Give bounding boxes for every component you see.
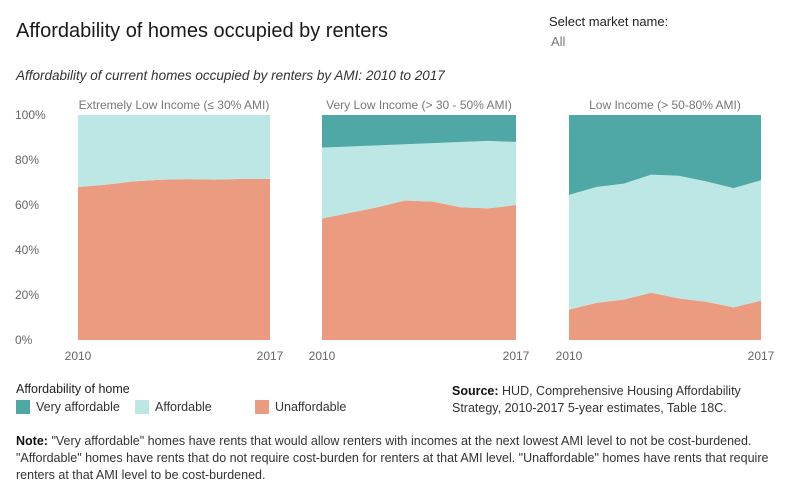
legend-label-affordable: Affordable <box>155 400 212 414</box>
y-tick-label: 20% <box>15 288 39 302</box>
source-body: HUD, Comprehensive Housing Affordability… <box>452 384 741 415</box>
source-label: Source: <box>452 384 499 398</box>
area-affordable <box>569 174 761 310</box>
area-affordable <box>322 140 516 219</box>
area-very-affordable <box>569 115 761 195</box>
note-body: "Very affordable" homes have rents that … <box>16 434 769 482</box>
legend-item-very-affordable[interactable]: Very affordable <box>16 400 120 414</box>
legend-label-very-affordable: Very affordable <box>36 400 120 414</box>
note-label: Note: <box>16 434 48 448</box>
area-unaffordable <box>78 178 270 340</box>
panel-title: Extremely Low Income (≤ 30% AMI) <box>79 98 270 112</box>
source-text: Source: HUD, Comprehensive Housing Affor… <box>452 383 782 417</box>
x-tick-label: 2010 <box>556 349 583 363</box>
legend-label-unaffordable: Unaffordable <box>275 400 347 414</box>
panel-title: Low Income (> 50-80% AMI) <box>589 98 741 112</box>
market-filter-dropdown[interactable]: All <box>551 34 566 49</box>
x-tick-label: 2017 <box>257 349 284 363</box>
area-unaffordable <box>322 200 516 340</box>
y-tick-label: 60% <box>15 198 39 212</box>
y-tick-label: 80% <box>15 153 39 167</box>
area-affordable <box>78 115 270 187</box>
y-tick-label: 0% <box>15 333 33 347</box>
legend-swatch-very-affordable <box>16 400 30 414</box>
legend-item-unaffordable[interactable]: Unaffordable <box>255 400 346 414</box>
area-chart: 0% 20% 40% 60% 80% 100% Extremely Low Income (… <box>15 98 775 363</box>
area-unaffordable <box>569 292 761 340</box>
area-very-affordable <box>322 115 516 148</box>
chart-title: Affordability of homes occupied by rente… <box>16 20 389 42</box>
x-tick-label: 2010 <box>309 349 336 363</box>
legend-swatch-affordable <box>135 400 149 414</box>
legend-title: Affordability of home <box>16 382 130 396</box>
y-tick-label: 40% <box>15 243 39 257</box>
panel-title: Very Low Income (> 30 - 50% AMI) <box>326 98 512 112</box>
x-tick-label: 2010 <box>65 349 92 363</box>
x-tick-label: 2017 <box>748 349 775 363</box>
legend: Very affordable Affordable Unaffordable <box>0 400 420 418</box>
legend-item-affordable[interactable]: Affordable <box>135 400 212 414</box>
x-tick-label: 2017 <box>503 349 530 363</box>
y-tick-label: 100% <box>15 108 46 122</box>
note-text: Note: "Very affordable" homes have rents… <box>16 433 786 484</box>
legend-swatch-unaffordable <box>255 400 269 414</box>
chart-subtitle: Affordability of current homes occupied … <box>16 68 445 83</box>
market-filter-label: Select market name: <box>549 14 669 29</box>
